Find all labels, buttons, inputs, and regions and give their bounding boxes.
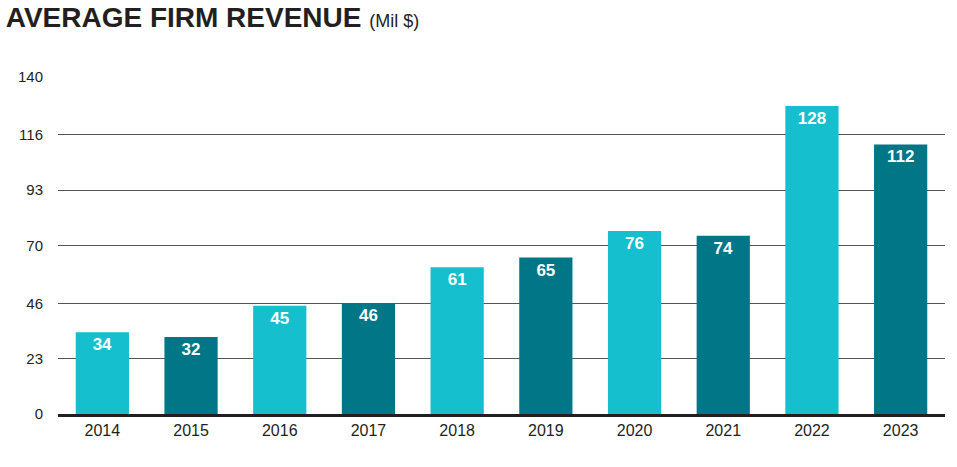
svg-text:2016: 2016 bbox=[262, 422, 298, 439]
svg-text:61: 61 bbox=[448, 270, 467, 289]
svg-text:46: 46 bbox=[26, 295, 43, 312]
svg-text:0: 0 bbox=[35, 405, 43, 422]
svg-text:65: 65 bbox=[536, 261, 555, 280]
svg-text:2018: 2018 bbox=[439, 422, 475, 439]
svg-text:128: 128 bbox=[798, 109, 826, 128]
svg-text:23: 23 bbox=[26, 350, 43, 367]
svg-text:AVERAGE FIRM REVENUE (Mil $): AVERAGE FIRM REVENUE (Mil $) bbox=[6, 2, 420, 33]
svg-text:140: 140 bbox=[18, 68, 43, 85]
svg-text:34: 34 bbox=[93, 335, 112, 354]
svg-text:2017: 2017 bbox=[351, 422, 387, 439]
svg-text:112: 112 bbox=[887, 147, 914, 166]
svg-text:45: 45 bbox=[270, 309, 289, 328]
svg-text:32: 32 bbox=[182, 340, 201, 359]
svg-text:116: 116 bbox=[19, 126, 43, 143]
svg-text:2022: 2022 bbox=[794, 422, 830, 439]
svg-text:74: 74 bbox=[714, 239, 733, 258]
svg-text:93: 93 bbox=[26, 181, 43, 198]
svg-text:70: 70 bbox=[26, 237, 43, 254]
svg-text:2015: 2015 bbox=[173, 422, 209, 439]
svg-text:2021: 2021 bbox=[705, 422, 741, 439]
svg-text:2020: 2020 bbox=[617, 422, 653, 439]
svg-text:2014: 2014 bbox=[85, 422, 121, 439]
svg-text:2023: 2023 bbox=[883, 422, 919, 439]
svg-text:2019: 2019 bbox=[528, 422, 564, 439]
svg-text:76: 76 bbox=[625, 234, 644, 253]
svg-text:46: 46 bbox=[359, 306, 378, 325]
